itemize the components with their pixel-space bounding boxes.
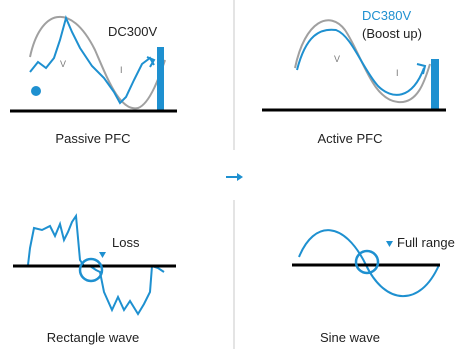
passive-voltage-label: DC300V bbox=[108, 24, 157, 39]
voltage-sine-reference bbox=[29, 16, 166, 110]
active-v-label: V bbox=[334, 54, 340, 64]
current-waveform bbox=[296, 28, 425, 96]
dc-level-bar bbox=[431, 59, 439, 109]
full-range-label: Full range bbox=[397, 235, 455, 250]
dc-level-bar bbox=[157, 47, 164, 111]
passive-i-label: I bbox=[120, 65, 123, 75]
active-pfc-caption: Active PFC bbox=[317, 131, 382, 146]
sine-wave-panel: Full range Sine wave bbox=[292, 229, 455, 345]
loss-label: Loss bbox=[112, 235, 140, 250]
rectangle-wave-caption: Rectangle wave bbox=[47, 330, 140, 345]
active-voltage-label: DC380V bbox=[362, 8, 411, 23]
sine-wave-caption: Sine wave bbox=[320, 330, 380, 345]
passive-pfc-panel: DC300V V I Passive PFC bbox=[10, 14, 177, 146]
input-dot bbox=[31, 86, 41, 96]
triangle-down-icon bbox=[386, 241, 393, 247]
triangle-down-icon bbox=[99, 252, 106, 258]
current-waveform bbox=[29, 14, 155, 105]
active-boost-note: (Boost up) bbox=[362, 26, 422, 41]
passive-v-label: V bbox=[60, 59, 66, 69]
loss-highlight-circle bbox=[78, 257, 104, 283]
rectangle-wave-panel: Loss Rectangle wave bbox=[13, 213, 176, 345]
arrow-right-icon bbox=[226, 173, 243, 181]
passive-pfc-caption: Passive PFC bbox=[55, 131, 130, 146]
active-i-label: I bbox=[396, 68, 399, 78]
active-pfc-panel: DC380V (Boost up) V I Active PFC bbox=[262, 8, 446, 146]
full-range-highlight-circle bbox=[354, 249, 380, 275]
